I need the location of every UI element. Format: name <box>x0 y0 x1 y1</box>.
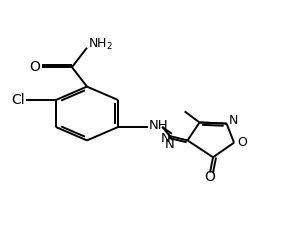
Text: N: N <box>228 114 238 127</box>
Text: NH$_2$: NH$_2$ <box>88 37 112 52</box>
Text: N: N <box>165 138 175 151</box>
Text: O: O <box>29 60 40 74</box>
Text: NH: NH <box>149 119 169 132</box>
Text: O: O <box>237 136 247 149</box>
Text: Cl: Cl <box>11 93 25 107</box>
Text: N: N <box>161 132 171 145</box>
Text: O: O <box>205 170 215 184</box>
